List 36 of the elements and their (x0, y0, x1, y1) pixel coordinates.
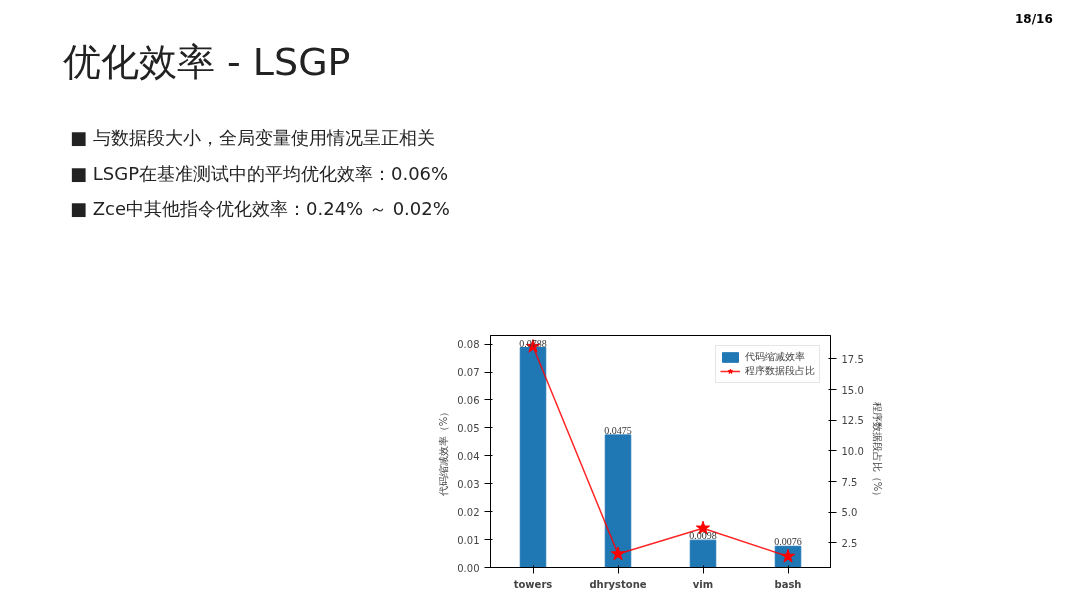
y-tick-label: 0.03 (457, 478, 480, 490)
y-tick-label: 0.07 (457, 367, 480, 379)
x-tick-label: towers (513, 578, 553, 590)
y-tick-label: 0.02 (457, 506, 480, 518)
text: ■ Zce中其他指令优化效率：0.24% ～ 0.02% (70, 197, 450, 222)
bar (689, 539, 717, 568)
y2-tick-label: 10.0 (841, 445, 864, 457)
data-label: 0.0475 (604, 424, 632, 436)
legend-label: 代码缩减效率 (745, 350, 805, 364)
y-tick-label: 0.01 (457, 534, 480, 546)
y2-tick-label: 12.5 (841, 415, 864, 427)
text: ■ LSGP在基准测试中的平均优化效率：0.06% (70, 161, 450, 186)
y-tick-label: 0.00 (457, 562, 480, 574)
y2-tick-label: 2.5 (841, 537, 858, 549)
bar (604, 434, 632, 568)
y-tick-label: 0.05 (457, 422, 480, 434)
text: 18/16 (1015, 11, 1053, 28)
y2-tick-label: 17.5 (841, 353, 864, 365)
chart-title: 优化效率 - LSGP (63, 39, 351, 86)
y2-tick-label: 5.0 (841, 507, 858, 519)
y-tick-label: 0.06 (457, 394, 480, 406)
y2-tick-label: 15.0 (841, 384, 864, 396)
y-tick-label: 0.04 (457, 450, 480, 462)
y2-axis-title: 程序数据段占比（%） (871, 401, 883, 502)
data-label: 0.0076 (774, 536, 802, 548)
y-tick-label: 0.08 (457, 339, 480, 351)
bar (519, 347, 547, 568)
y-axis-title: 代码缩减效率（%） (438, 406, 450, 498)
text: ■ 与数据段大小，全局变量使用情况呈正相关 (70, 126, 436, 150)
point (610, 546, 626, 561)
x-tick-label: vim (692, 578, 714, 590)
legend-label: 程序数据段占比 (745, 364, 815, 378)
y2-tick-label: 7.5 (841, 476, 858, 488)
x-tick-label: dhrystone (589, 578, 647, 590)
data-label: 0.0098 (689, 530, 717, 542)
x-tick-label: bash (774, 578, 802, 590)
